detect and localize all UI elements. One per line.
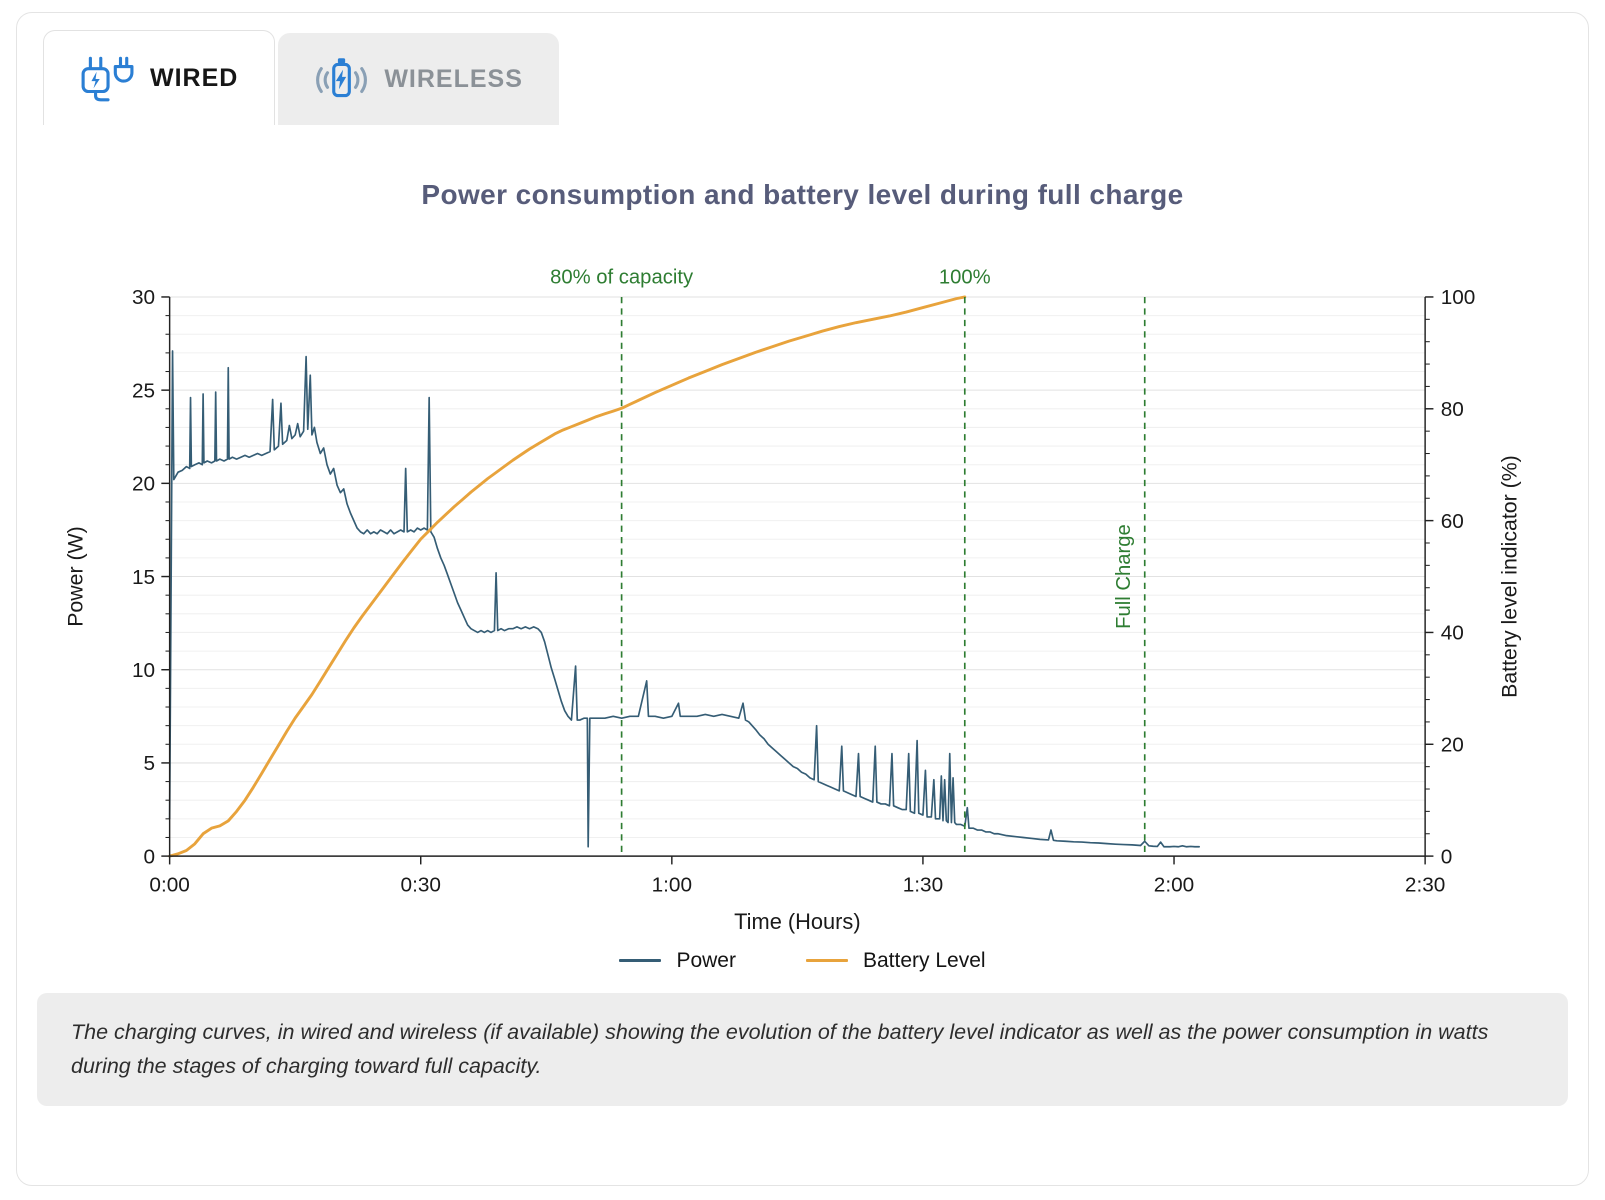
annotation-label: 80% of capacity [550, 266, 694, 288]
power-line [168, 350, 1201, 848]
chart-title: Power consumption and battery level duri… [421, 179, 1184, 210]
right-axis-title: Battery level indicator (%) [1498, 455, 1522, 698]
legend-item-battery: Battery Level [805, 948, 986, 973]
x-tick-label: 1:30 [903, 873, 943, 896]
right-tick-label: 100 [1441, 286, 1476, 309]
legend-label-battery: Battery Level [862, 948, 986, 972]
x-tick-label: 2:30 [1405, 873, 1445, 896]
x-tick-label: 0:30 [401, 873, 441, 896]
right-tick-label: 0 [1441, 845, 1453, 868]
charging-chart-card: WIRED WIRELESS Power consumption and bat… [16, 12, 1589, 1186]
chart-legend: Power Battery Level [17, 949, 1588, 973]
right-tick-label: 60 [1441, 510, 1464, 533]
left-tick-label: 0 [144, 845, 156, 868]
left-tick-label: 15 [132, 566, 155, 589]
chart-area: 80% of capacity 100% Full Charge 0 5 10 15 20 25… [17, 219, 1588, 947]
x-axis-title: Time (Hours) [734, 909, 860, 934]
battery-level-line [168, 295, 967, 858]
wired-charger-icon [81, 56, 134, 102]
annotation-label: 100% [939, 266, 991, 288]
left-tick-label: 25 [132, 379, 155, 402]
tab-wired[interactable]: WIRED [43, 30, 276, 125]
legend-item-power: Power [619, 949, 736, 973]
x-tick-label: 1:00 [652, 873, 692, 896]
chart-caption: The charging curves, in wired and wirele… [37, 992, 1568, 1107]
legend-label-power: Power [676, 948, 736, 972]
x-tick-label: 2:00 [1154, 873, 1194, 896]
power-line-swatch [619, 959, 662, 963]
tab-wired-label: WIRED [150, 63, 239, 92]
left-tick-label: 5 [144, 752, 156, 775]
charge-mode-tabs: WIRED WIRELESS [17, 13, 1588, 125]
right-tick-label: 20 [1441, 734, 1464, 757]
left-axis-title: Power (W) [63, 526, 87, 627]
left-tick-label: 10 [132, 659, 155, 682]
left-tick-label: 30 [132, 286, 155, 309]
right-tick-label: 80 [1441, 398, 1464, 421]
wireless-charging-icon [316, 58, 368, 98]
annotation-label: Full Charge [1113, 524, 1135, 629]
tab-wireless[interactable]: WIRELESS [278, 33, 559, 125]
left-tick-label: 20 [132, 473, 155, 496]
tab-wireless-label: WIRELESS [384, 64, 523, 93]
right-tick-label: 40 [1441, 622, 1464, 645]
charging-chart: 80% of capacity 100% Full Charge 0 5 10 15 20 25… [63, 266, 1522, 934]
battery-line-swatch [805, 959, 848, 963]
x-tick-label: 0:00 [149, 873, 189, 896]
